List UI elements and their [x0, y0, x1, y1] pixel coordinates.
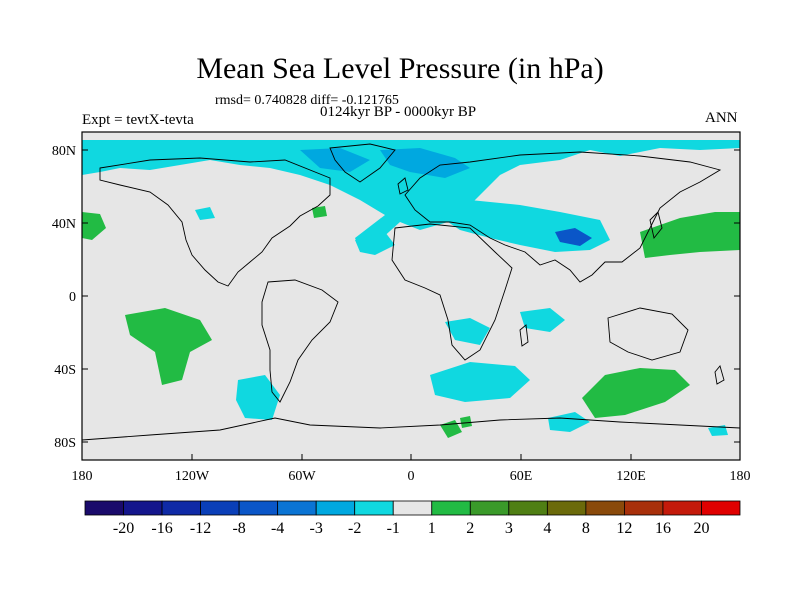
colorbar-label: -1 [387, 520, 400, 537]
arctic-negative-region [82, 140, 740, 250]
stats-text: rmsd= 0.740828 diff= -0.121765 [215, 93, 399, 108]
scandinavia-deep-negative [380, 148, 470, 178]
colorbar-box [200, 500, 240, 516]
new-zealand-coast [714, 365, 725, 385]
north-america-coast [99, 157, 331, 287]
longitude-axis: 180 120W 60W 0 60E 120E 180 [72, 454, 751, 484]
north-pacific-positive [640, 212, 740, 258]
colorbar-label: 20 [693, 520, 709, 537]
colorbar-label: 12 [616, 520, 632, 537]
lon-tick-label: 60W [288, 469, 316, 484]
small-negative-patch [195, 207, 215, 220]
antarctic-negative-patch [548, 412, 590, 432]
south-pacific-positive [125, 308, 212, 385]
colorbar-label: 2 [466, 520, 474, 537]
colorbar-label: -8 [232, 520, 245, 537]
season-label: ANN [705, 110, 738, 126]
lon-tick-label: 120E [616, 469, 646, 484]
madagascar-coast [519, 324, 529, 347]
eurasia-coast [404, 151, 722, 283]
latitude-axis: 80N 40N 0 40S 80S [52, 144, 740, 451]
colorbar: -20 -16 -12 -8 -4 -3 -2 -1 1 2 3 4 8 12 16 20 [84, 500, 741, 537]
greenland-coast [329, 143, 396, 183]
colorbar-label: -16 [151, 520, 172, 537]
colorbar-box [431, 500, 471, 516]
colorbar-label: -3 [310, 520, 323, 537]
lat-tick-label: 40S [54, 363, 76, 378]
antarctic-positive-patch-2 [460, 416, 472, 428]
lon-tick-label: 180 [72, 469, 93, 484]
lon-tick-label: 180 [730, 469, 751, 484]
colorbar-box [123, 500, 163, 516]
colorbar-box [701, 500, 741, 516]
colorbar-label: -4 [271, 520, 284, 537]
experiment-label: Expt = tevtX-tevta [82, 112, 194, 128]
dateline-negative-patch [708, 425, 728, 436]
colorbar-label: -20 [113, 520, 134, 537]
colorbar-box [546, 500, 587, 516]
map-title: Mean Sea Level Pressure (in hPa) [196, 52, 604, 85]
lon-tick-label: 0 [408, 469, 415, 484]
colorbar-label: -2 [348, 520, 361, 537]
period-text: 0124kyr BP - 0000kyr BP [320, 104, 477, 120]
colorbar-box [84, 500, 124, 516]
japan-coast [649, 211, 663, 240]
lat-tick-label: 80N [52, 144, 76, 159]
colorbar-label: 4 [543, 520, 551, 537]
antarctica-coast [82, 417, 740, 441]
colorbar-label: 1 [428, 520, 436, 537]
colorbar-box [469, 500, 510, 516]
colorbar-box [662, 500, 702, 516]
tibet-deep-negative [555, 228, 592, 246]
south-pacific-negative [236, 375, 280, 420]
british-isles-coast [397, 177, 409, 195]
lon-tick-label: 60E [510, 469, 533, 484]
lat-tick-label: 0 [69, 290, 76, 305]
colorbar-label: 16 [655, 520, 671, 537]
africa-negative-region [445, 318, 490, 345]
colorbar-box [508, 500, 548, 516]
lat-tick-label: 80S [54, 436, 76, 451]
lat-tick-label: 40N [52, 217, 76, 232]
colorbar-label: -12 [190, 520, 211, 537]
colorbar-box [585, 500, 625, 516]
colorbar-box [315, 500, 356, 516]
southern-ocean-positive [582, 368, 690, 418]
atlantic-negative-region [355, 232, 395, 255]
north-pacific-west-positive [82, 212, 106, 240]
colorbar-label: 8 [582, 520, 590, 537]
anomaly-fields [82, 140, 740, 441]
south-atlantic-negative [430, 362, 530, 402]
colorbar-box [238, 500, 279, 516]
lon-tick-label: 120W [175, 469, 210, 484]
colorbar-box [624, 500, 664, 516]
atlantic-small-positive [312, 206, 327, 218]
indian-ocean-negative [520, 308, 565, 332]
south-america-coast [261, 279, 339, 403]
colorbar-label: 3 [505, 520, 513, 537]
australia-coast [607, 307, 689, 361]
coastlines [82, 143, 740, 441]
colorbar-box [161, 500, 201, 516]
colorbar-box [392, 500, 433, 516]
colorbar-box [277, 500, 317, 516]
africa-coast [391, 223, 513, 361]
colorbar-box [354, 500, 394, 516]
